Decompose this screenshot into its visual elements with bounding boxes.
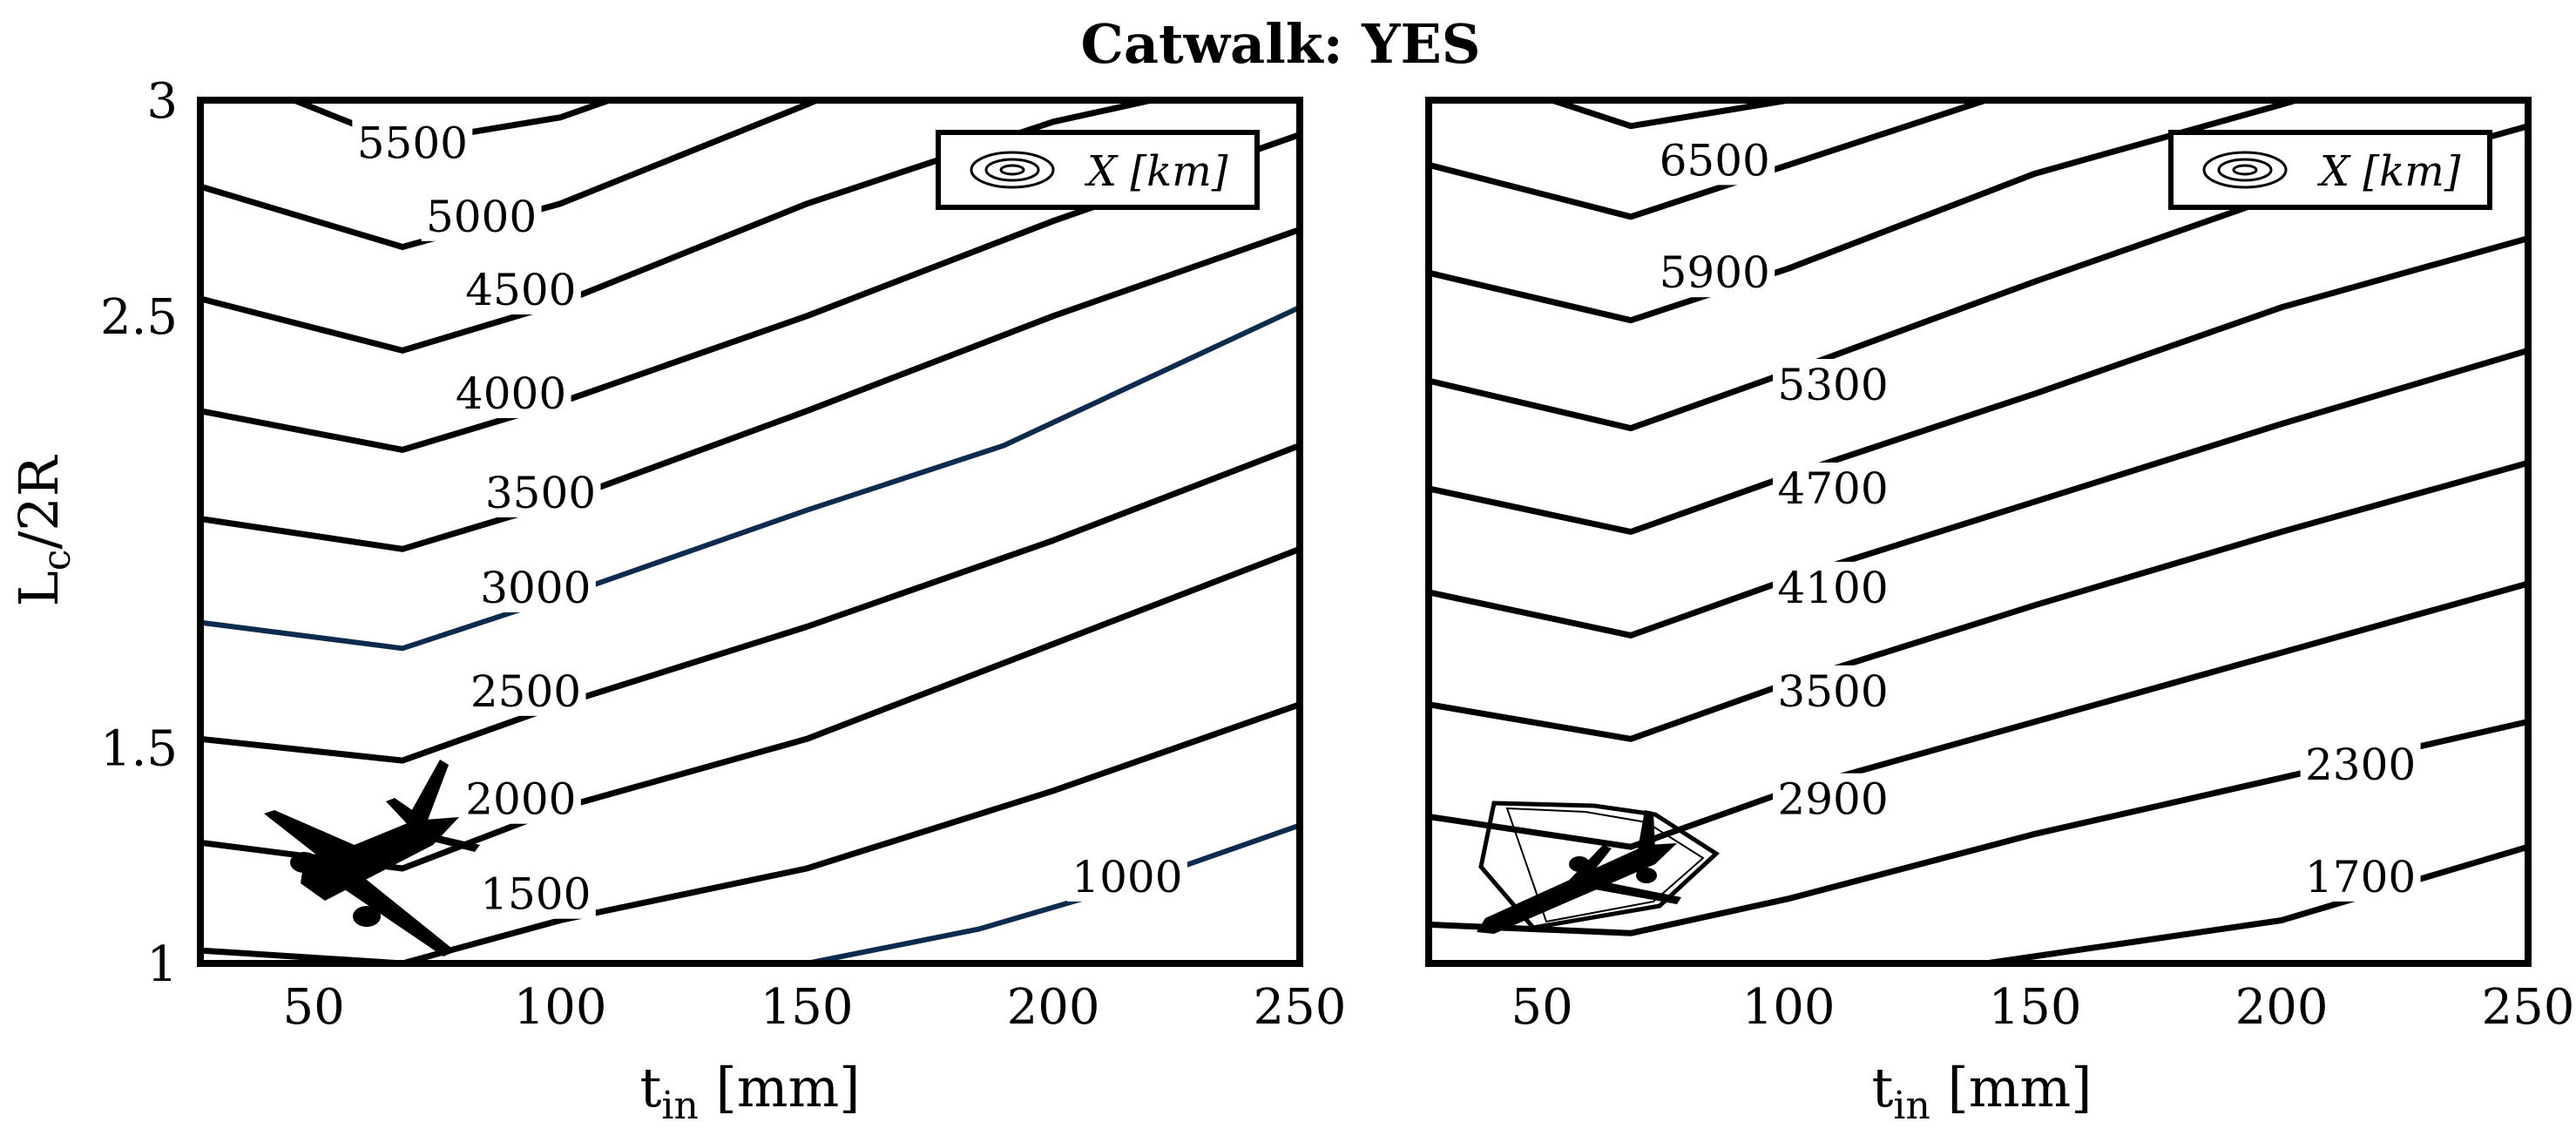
- x-tick-label: 250: [1254, 979, 1347, 1036]
- contour-label-4700: 4700: [1777, 463, 1888, 514]
- contour-label-gap: [475, 868, 596, 919]
- contour-legend-icon: [2202, 151, 2288, 189]
- right-contour-labels: 1700 2300 2900 3500 4100 4700 5300 5900 6500: [1654, 134, 2421, 902]
- left-legend-label: X [km]: [1084, 147, 1228, 196]
- contour-label-gap: [1773, 359, 1894, 410]
- y-tick-label: 1: [146, 936, 178, 993]
- contour-label-gap: [1773, 665, 1894, 716]
- contour-line-2000: [199, 546, 1302, 872]
- right-x-axis-label: tin [mm]: [1871, 1056, 2092, 1128]
- left-plot-frame: [197, 97, 1303, 967]
- contour-line-3000: [199, 305, 1302, 652]
- y-tick-label: 1.5: [100, 720, 178, 777]
- x-tick-label: 250: [2482, 979, 2575, 1036]
- contour-label-1500: 1500: [480, 869, 591, 920]
- contour-label-6500: 6500: [1660, 135, 1770, 186]
- contour-label-4100: 4100: [1777, 563, 1888, 613]
- contour-label-gap: [1773, 773, 1894, 824]
- contour-label-gap: [465, 665, 586, 716]
- contour-label-gap: [1773, 561, 1894, 612]
- contour-label-2900: 2900: [1777, 774, 1888, 825]
- contour-label-2300: 2300: [2305, 740, 2416, 790]
- contour-label-1000: 1000: [1072, 852, 1182, 902]
- x-tick-label: 50: [1511, 979, 1573, 1036]
- right-plot: 1700 2300 2900 3500 4100 4700 5300 5900 6500 50 1…: [1425, 97, 2575, 1128]
- left-plot: 1000 1500 2000 2500 3000 3500 4000 4500 5000 5500…: [7, 73, 1346, 1128]
- contour-label-gap: [475, 561, 596, 612]
- contour-label-5000: 5000: [426, 192, 537, 242]
- right-legend-label: X [km]: [2316, 147, 2461, 196]
- contour-label-1700: 1700: [2305, 852, 2416, 902]
- contour-label-gap: [480, 466, 601, 517]
- contour-label-5300: 5300: [1777, 360, 1888, 410]
- contour-line-1000: [806, 822, 1301, 966]
- right-x-ticks: 50 100 150 200 250: [1511, 979, 2575, 1036]
- right-legend-box: [2168, 130, 2492, 210]
- contour-label-gap: [1066, 850, 1187, 902]
- y-tick-label: 3: [146, 73, 178, 130]
- figure-title: Catwalk: YES: [1081, 12, 1481, 76]
- contour-line-1700: [1984, 843, 2529, 967]
- x-tick-label: 100: [514, 979, 607, 1036]
- contour-line-5500: [293, 97, 611, 147]
- right-contour-lines: [1428, 97, 2529, 967]
- left-x-axis-label: tin [mm]: [639, 1056, 860, 1128]
- contour-line-7100: [1551, 97, 1789, 130]
- contour-label-2500: 2500: [470, 666, 581, 717]
- contour-legend-icon: [970, 151, 1055, 189]
- x-tick-label: 200: [2235, 979, 2329, 1036]
- contour-label-gap: [2300, 739, 2421, 790]
- aircraft-envelope-icon: [1477, 801, 1721, 934]
- x-tick-label: 150: [761, 979, 854, 1036]
- contour-line-4700: [1428, 235, 2529, 535]
- contour-label-2000: 2000: [465, 774, 576, 825]
- contour-label-gap: [1654, 247, 1775, 298]
- x-tick-label: 50: [283, 979, 345, 1036]
- contour-line-3500: [199, 226, 1302, 552]
- contour-label-4000: 4000: [456, 368, 566, 419]
- contour-line-3500: [1428, 459, 2529, 742]
- contour-label-5500: 5500: [357, 118, 468, 169]
- contour-line-2500: [199, 443, 1302, 764]
- left-legend: X [km]: [936, 130, 1260, 210]
- contour-label-gap: [460, 264, 581, 315]
- contour-label-gap: [1773, 462, 1894, 513]
- contour-label-gap: [450, 367, 571, 418]
- right-legend: X [km]: [2168, 130, 2492, 210]
- aircraft-silhouette-icon: [264, 760, 480, 956]
- contour-label-3500: 3500: [485, 468, 596, 518]
- contour-line-6500: [1428, 97, 1987, 220]
- contour-label-gap: [1654, 134, 1775, 186]
- contour-line-4100: [1428, 348, 2529, 639]
- x-tick-label: 200: [1007, 979, 1100, 1036]
- contour-label-gap: [352, 117, 473, 168]
- contour-label-gap: [2300, 850, 2421, 902]
- left-contour-labels: 1000 1500 2000 2500 3000 3500 4000 4500 5000 5500: [352, 117, 1187, 920]
- contour-line-5900: [1428, 97, 2297, 324]
- y-axis-label: Lc/2R: [7, 454, 79, 606]
- contour-label-5900: 5900: [1660, 247, 1770, 298]
- contour-label-3500: 3500: [1777, 666, 1888, 717]
- x-tick-label: 100: [1742, 979, 1836, 1036]
- contour-label-3000: 3000: [480, 563, 591, 613]
- x-tick-label: 150: [1989, 979, 2082, 1036]
- left-legend-box: [936, 130, 1260, 210]
- contour-label-gap: [460, 773, 581, 824]
- contour-label-gap: [421, 190, 542, 241]
- left-y-ticks: 1 1.5 2.5 3: [100, 73, 178, 993]
- contour-line-4500: [199, 97, 1153, 354]
- left-contour-lines: [199, 97, 1302, 967]
- contour-label-4500: 4500: [465, 265, 576, 315]
- left-x-ticks: 50 100 150 200 250: [283, 979, 1347, 1036]
- right-plot-frame: [1425, 97, 2532, 967]
- y-tick-label: 2.5: [100, 289, 178, 346]
- contour-line-2900: [1428, 580, 2529, 850]
